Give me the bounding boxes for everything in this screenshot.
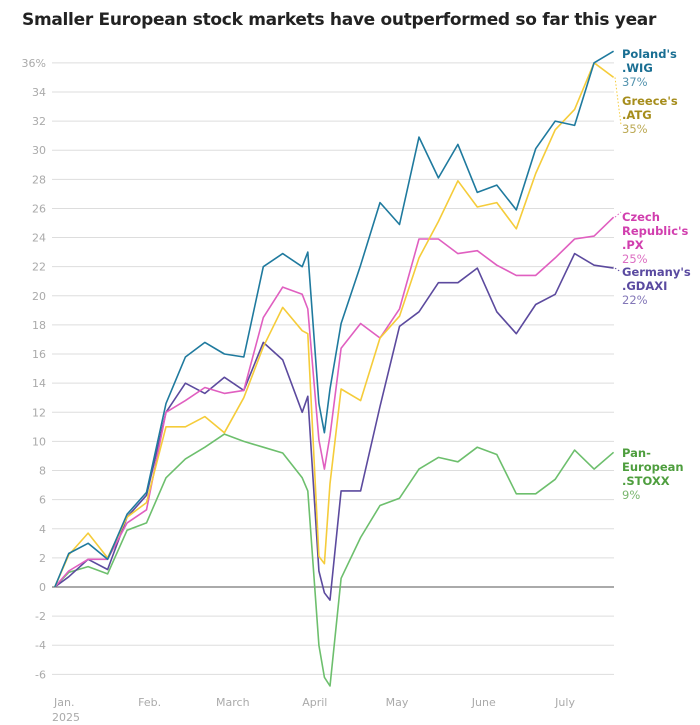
series-label-percent: 25% bbox=[622, 252, 648, 266]
series-label-percent: 22% bbox=[622, 293, 648, 307]
y-tick-label: 10 bbox=[32, 435, 46, 448]
x-tick-label: March bbox=[216, 696, 250, 709]
x-tick-label: June bbox=[471, 696, 496, 709]
y-tick-label: -2 bbox=[35, 610, 46, 623]
y-tick-label: 24 bbox=[32, 232, 46, 245]
series-line-czech-republic-s-px bbox=[54, 216, 615, 588]
y-tick-label: 8 bbox=[39, 465, 46, 478]
x-tick-label: July bbox=[554, 696, 575, 709]
series-line-pan-european-stoxx bbox=[54, 433, 615, 687]
y-tick-label: 14 bbox=[32, 377, 46, 390]
series-label-text: Greece's bbox=[622, 94, 678, 108]
series-label-percent: 9% bbox=[622, 488, 641, 502]
y-tick-label: 16 bbox=[32, 348, 46, 361]
series-label-text: Republic's bbox=[622, 224, 689, 238]
y-tick-label: -4 bbox=[35, 639, 46, 652]
leader-line bbox=[614, 211, 622, 218]
series-label-text: .ATG bbox=[622, 108, 652, 122]
x-tick-sublabel: 2025 bbox=[52, 711, 80, 724]
series-label-text: Poland's bbox=[622, 47, 677, 61]
series-label-text: .PX bbox=[622, 238, 644, 252]
y-tick-label: 26 bbox=[32, 202, 46, 215]
y-tick-label: 28 bbox=[32, 173, 46, 186]
series-label: Czech Republic's .PX 25% bbox=[622, 210, 688, 266]
y-tick-label: 22 bbox=[32, 261, 46, 274]
y-tick-label: 36% bbox=[22, 57, 46, 70]
series-label: Greece's .ATG 35% bbox=[622, 94, 678, 136]
series-label: Poland's .WIG 37% bbox=[622, 47, 677, 89]
series-label-text: .WIG bbox=[622, 61, 653, 75]
y-tick-label: 12 bbox=[32, 406, 46, 419]
series-label-text: Germany's bbox=[622, 265, 691, 279]
x-tick-label: May bbox=[386, 696, 409, 709]
series-label-percent: 37% bbox=[622, 75, 648, 89]
series-label-text: .GDAXI bbox=[622, 279, 668, 293]
series-label: Pan- European .STOXX 9% bbox=[622, 446, 684, 502]
chart-title: Smaller European stock markets have outp… bbox=[22, 10, 657, 30]
series-label-text: Czech bbox=[622, 210, 660, 224]
series-label-text: Pan- bbox=[622, 446, 651, 460]
series-label-percent: 35% bbox=[622, 122, 648, 136]
y-tick-label: -6 bbox=[35, 668, 46, 681]
y-tick-label: 2 bbox=[39, 552, 46, 565]
series-line-poland-s-wig bbox=[54, 50, 615, 588]
y-tick-label: 18 bbox=[32, 319, 46, 332]
y-tick-label: 20 bbox=[32, 290, 46, 303]
series-line-greece-s-atg bbox=[54, 62, 615, 588]
y-tick-label: 4 bbox=[39, 523, 46, 536]
y-tick-label: 0 bbox=[39, 581, 46, 594]
leader-line bbox=[614, 77, 622, 126]
series-line-germany-s-gdaxi bbox=[54, 252, 614, 601]
x-tick-label: Feb. bbox=[138, 696, 161, 709]
y-tick-label: 32 bbox=[32, 115, 46, 128]
x-tick-label: April bbox=[302, 696, 327, 709]
x-tick-label: Jan. bbox=[53, 696, 74, 709]
y-tick-label: 34 bbox=[32, 86, 46, 99]
series-label-text: European bbox=[622, 460, 684, 474]
y-tick-label: 6 bbox=[39, 494, 46, 507]
y-tick-label: 30 bbox=[32, 144, 46, 157]
leader-line bbox=[614, 267, 622, 273]
series-label: Germany's .GDAXI 22% bbox=[622, 265, 691, 307]
series-label-text: .STOXX bbox=[622, 474, 670, 488]
